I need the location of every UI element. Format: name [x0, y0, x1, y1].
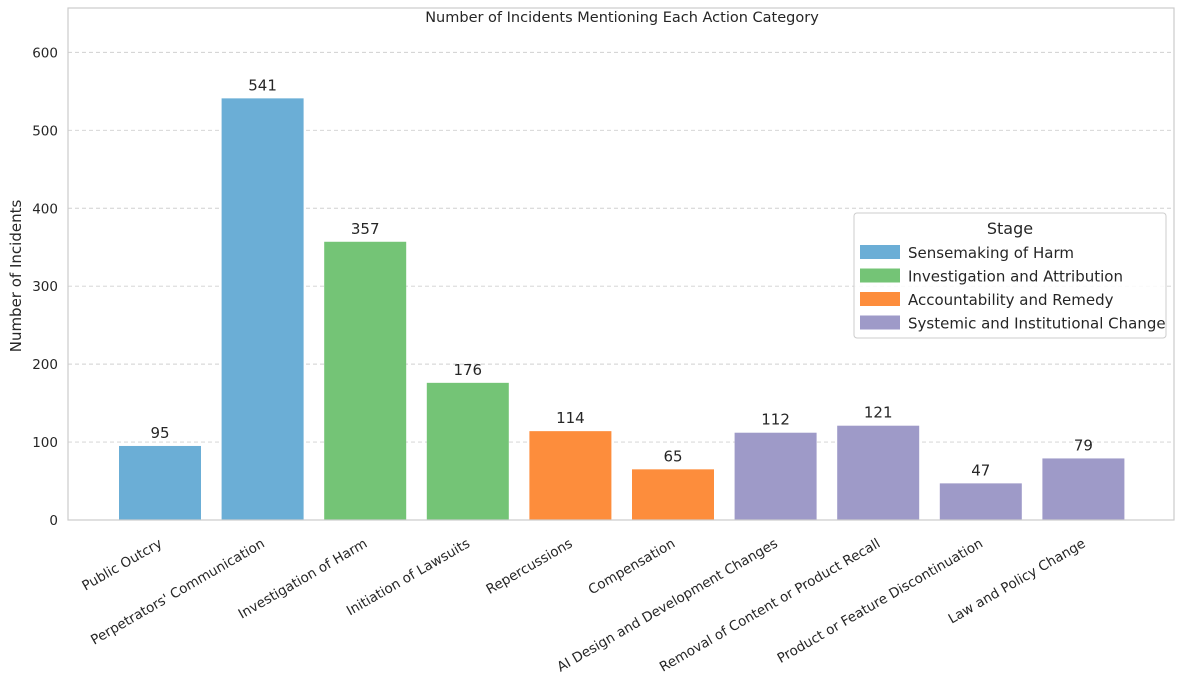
y-tick-label: 300 — [32, 279, 58, 295]
data-label: 95 — [150, 424, 169, 442]
data-label: 79 — [1074, 436, 1093, 454]
data-label: 112 — [761, 411, 790, 429]
legend-swatch — [860, 245, 900, 259]
y-tick-label: 400 — [32, 201, 58, 217]
bar — [324, 241, 407, 520]
legend-swatch — [860, 292, 900, 306]
bar — [426, 382, 509, 520]
y-tick-label: 500 — [32, 123, 58, 139]
y-tick-label: 100 — [32, 435, 58, 451]
legend-swatch — [860, 315, 900, 330]
bar — [529, 431, 612, 520]
y-axis-label: Number of Incidents — [7, 200, 25, 353]
data-label: 176 — [453, 361, 482, 379]
legend-box — [853, 212, 1167, 339]
bar — [734, 432, 817, 520]
data-label: 114 — [556, 409, 585, 427]
y-tick-label: 600 — [32, 45, 58, 61]
data-label: 121 — [864, 404, 893, 422]
bar — [1042, 458, 1125, 520]
data-label: 47 — [971, 461, 990, 479]
legend-label: Investigation and Attribution — [908, 268, 1123, 286]
legend-label: Sensemaking of Harm — [908, 244, 1074, 262]
legend-label: Accountability and Remedy — [908, 291, 1114, 309]
legend: Stage Sensemaking of Harm Investigation a… — [853, 212, 1167, 339]
bar — [939, 483, 1022, 520]
bars — [119, 98, 1125, 520]
x-tick-label: Repercussions — [484, 536, 576, 598]
legend-label: Systemic and Institutional Change — [908, 315, 1166, 333]
chart-title: Number of Incidents Mentioning Each Acti… — [425, 10, 819, 26]
data-label: 541 — [248, 76, 277, 94]
bar — [119, 445, 201, 520]
x-tick-label: Public Outcry — [79, 536, 165, 595]
axes — [67, 7, 1175, 521]
bar — [221, 98, 304, 520]
y-tick-label: 0 — [49, 513, 58, 529]
data-label: 65 — [663, 447, 682, 465]
bar — [837, 425, 920, 520]
legend-swatch — [860, 268, 900, 283]
x-tick-label: Product or Feature Discontinuation — [775, 536, 986, 667]
y-tick-label: 200 — [32, 357, 58, 373]
x-tick-label: Perpetrators' Communication — [88, 536, 268, 649]
bar — [632, 469, 714, 520]
x-tick-label: Compensation — [586, 536, 678, 599]
y-tick-labels: 0 100 200 300 400 500 600 — [32, 45, 58, 529]
legend-items: Sensemaking of Harm Investigation and Att… — [860, 244, 1166, 333]
x-tick-label: Removal of Content or Product Recall — [657, 536, 883, 676]
data-labels: 95 541 357 176 114 65 112 121 47 79 — [150, 76, 1092, 479]
axes-frame — [67, 7, 1175, 521]
legend-title: Stage — [987, 219, 1033, 238]
data-label: 357 — [351, 220, 380, 238]
